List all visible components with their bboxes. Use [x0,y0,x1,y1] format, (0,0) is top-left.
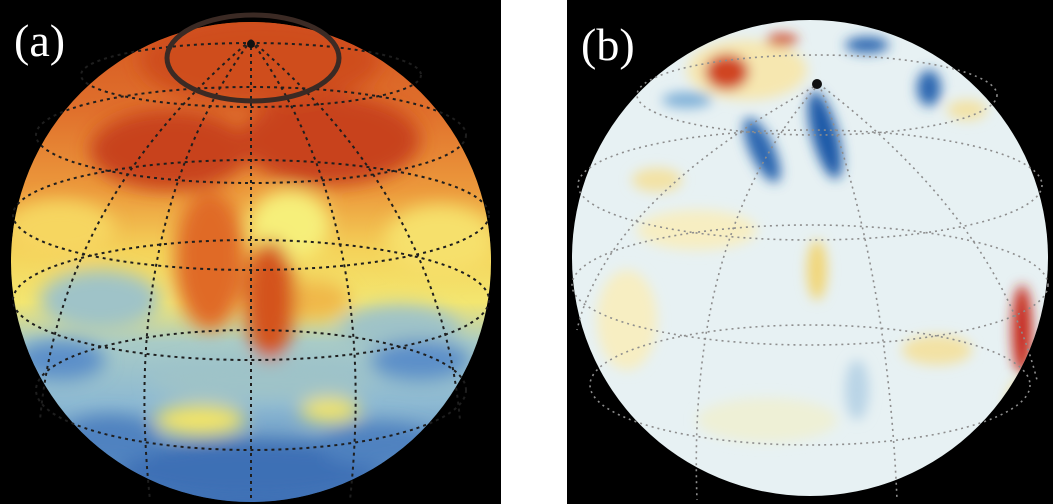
pole-marker-a [247,40,255,48]
polar-ring-a [164,12,342,104]
pole-marker-b [812,79,822,89]
graticule-a [12,39,490,501]
panel-label-a: (a) [14,15,66,66]
panel-a: (a) [0,0,501,504]
panel-b: (b) [567,0,1053,504]
sphere-b-surface [572,20,1048,496]
globe-a [11,12,491,502]
panel-label-b: (b) [581,19,635,70]
graticule-b [571,54,1049,501]
globe-b [571,20,1049,501]
